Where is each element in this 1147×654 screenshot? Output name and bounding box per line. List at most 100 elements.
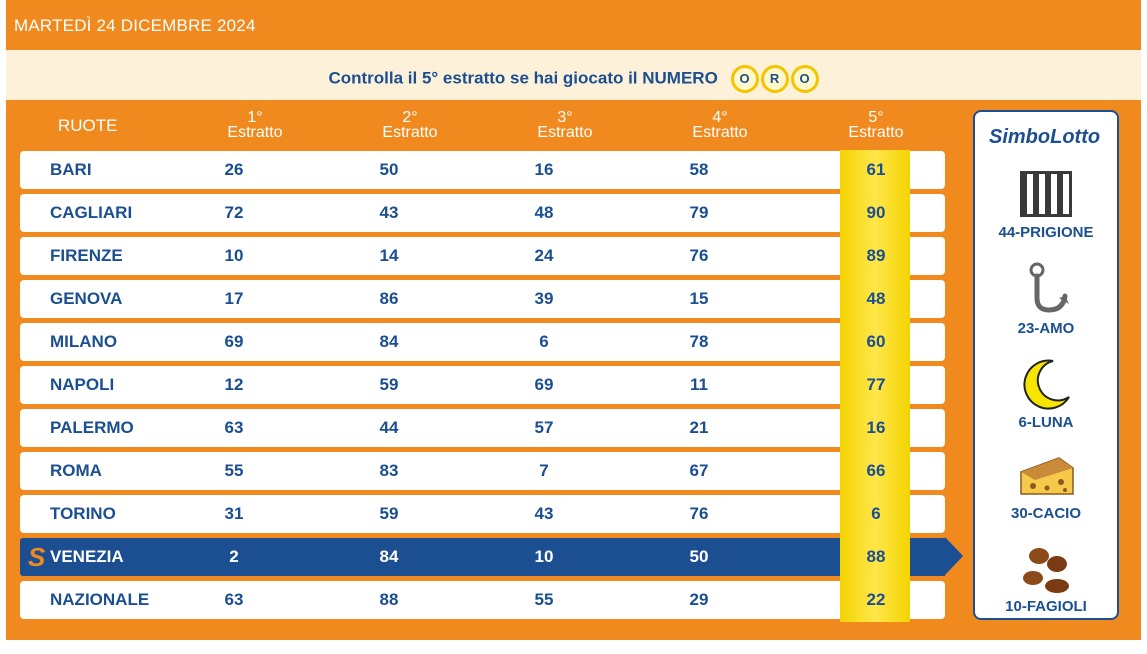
table-row: CAGLIARI 72 43 48 79 bbox=[20, 194, 945, 232]
estratto-2-value: 59 bbox=[379, 504, 399, 523]
numero-oro-text-wrap: Controlla il 5° estratto se hai giocato … bbox=[6, 65, 1141, 93]
estratto-1-value: 26 bbox=[224, 160, 244, 179]
ruota-name: NAZIONALE bbox=[50, 590, 150, 609]
header-estratto-5: 5° Estratto bbox=[841, 109, 911, 141]
table-row: NAZIONALE 63 88 55 29 bbox=[20, 581, 945, 619]
estratto-1-value: 69 bbox=[224, 332, 244, 351]
header-estratto-4: 4° Estratto bbox=[685, 109, 755, 141]
beans-icon bbox=[1023, 548, 1069, 593]
estratto-4-value: 29 bbox=[689, 590, 709, 609]
estratto-5-value: 22 bbox=[866, 590, 886, 609]
ruota-name: ROMA bbox=[50, 461, 102, 480]
estratto-2-value: 43 bbox=[379, 203, 399, 222]
header-num: 2° bbox=[402, 109, 418, 126]
estratto-4-value: 50 bbox=[689, 547, 709, 566]
estratto-2-value: 88 bbox=[379, 590, 399, 609]
table-row: FIRENZE 10 14 24 76 bbox=[20, 237, 945, 275]
draw-date: MARTEDÌ 24 DICEMBRE 2024 bbox=[14, 16, 256, 35]
header-num: 5° bbox=[868, 109, 884, 126]
ruota-name: BARI bbox=[50, 160, 92, 179]
ruota-name: GENOVA bbox=[50, 289, 123, 308]
date-bar: MARTEDÌ 24 DICEMBRE 2024 bbox=[6, 0, 1141, 50]
estratto-4-value: 67 bbox=[689, 461, 709, 480]
table-row: ROMA 55 83 7 67 bbox=[20, 452, 945, 490]
estratto-3-value: 57 bbox=[534, 418, 554, 437]
estratto-5-value: 88 bbox=[866, 547, 886, 566]
estratto-3-value: 6 bbox=[539, 332, 549, 351]
ruota-name: CAGLIARI bbox=[50, 203, 133, 222]
estratto-1-value: 17 bbox=[224, 289, 244, 308]
table-row: GENOVA 17 86 39 15 bbox=[20, 280, 945, 318]
header-label: Estratto bbox=[227, 124, 283, 141]
oro-logo: O R O bbox=[730, 65, 819, 93]
estratto-3-value: 69 bbox=[534, 375, 554, 394]
estratto-1-value: 2 bbox=[229, 547, 239, 566]
header-ruote: RUOTE bbox=[58, 116, 118, 135]
simbolotto-title: SimboLotto bbox=[989, 126, 1101, 148]
estratto-3-value: 48 bbox=[534, 203, 554, 222]
header-estratto-1: 1° Estratto bbox=[220, 109, 290, 141]
estratto-3-value: 7 bbox=[539, 461, 549, 480]
ruota-name: MILANO bbox=[50, 332, 118, 351]
estratto-4-value: 79 bbox=[689, 203, 709, 222]
estratto-1-value: 55 bbox=[224, 461, 244, 480]
header-num: 1° bbox=[247, 109, 263, 126]
table-row: TORINO 31 59 43 76 bbox=[20, 495, 945, 533]
prison-bars-icon bbox=[1020, 171, 1072, 217]
estratto-2-value: 50 bbox=[379, 160, 399, 179]
simbolotto-panel: SimboLotto 44-PRIGIONE 23-AMO 6-LUNA bbox=[973, 110, 1119, 620]
venezia-arrow bbox=[945, 537, 963, 575]
symbol-label: 44-PRIGIONE bbox=[998, 224, 1094, 241]
estratto-4-value: 21 bbox=[689, 418, 709, 437]
crescent-moon-icon bbox=[1023, 359, 1070, 410]
estratto-2-value: 84 bbox=[379, 332, 399, 351]
estratto-3-value: 39 bbox=[534, 289, 554, 308]
estratto-5-value: 89 bbox=[866, 246, 886, 265]
symbol-label: 30-CACIO bbox=[1010, 505, 1081, 522]
estratto-5-value: 16 bbox=[866, 418, 886, 437]
estratto-4-value: 58 bbox=[689, 160, 709, 179]
estratto-4-value: 76 bbox=[689, 246, 709, 265]
estratto-1-value: 10 bbox=[224, 246, 244, 265]
estratto-5-value: 66 bbox=[866, 461, 886, 480]
header-label: Estratto bbox=[382, 124, 438, 141]
header-label: Estratto bbox=[848, 124, 904, 141]
symbol-label: 10-FAGIOLI bbox=[1005, 598, 1087, 615]
table-row: NAPOLI 12 59 69 11 bbox=[20, 366, 945, 404]
header-num: 4° bbox=[712, 109, 728, 126]
symbol-label: 6-LUNA bbox=[1018, 414, 1074, 431]
ruota-name: PALERMO bbox=[50, 418, 134, 437]
estratto-3-value: 43 bbox=[534, 504, 554, 523]
estratto-3-value: 55 bbox=[534, 590, 554, 609]
quinto-estratto-highlight bbox=[840, 150, 910, 622]
table-row: PALERMO 63 44 57 21 bbox=[20, 409, 945, 447]
header-estratto-3: 3° Estratto bbox=[530, 110, 600, 141]
oro-letter: O bbox=[790, 65, 819, 93]
ruota-name: NAPOLI bbox=[50, 375, 115, 394]
estratto-4-value: 11 bbox=[690, 375, 708, 394]
ruota-name: TORINO bbox=[50, 504, 116, 523]
ruota-name: VENEZIA bbox=[50, 547, 124, 566]
oro-letter: R bbox=[760, 65, 789, 93]
estratto-3-value: 16 bbox=[534, 160, 554, 179]
estratto-1-value: 31 bbox=[224, 504, 244, 523]
estratto-5-value: 77 bbox=[866, 375, 886, 394]
estratto-4-value: 15 bbox=[689, 289, 709, 308]
estratto-5-value: 61 bbox=[866, 160, 886, 179]
estratto-2-value: 14 bbox=[379, 246, 399, 265]
table-row: BARI 26 50 16 58 bbox=[20, 151, 945, 189]
estratto-2-value: 59 bbox=[379, 375, 399, 394]
estratto-1-value: 72 bbox=[224, 203, 244, 222]
numero-oro-banner: Controlla il 5° estratto se hai giocato … bbox=[6, 50, 1141, 100]
estratto-2-value: 86 bbox=[379, 289, 399, 308]
estratto-5-value: 6 bbox=[871, 504, 881, 523]
estratto-2-value: 83 bbox=[379, 461, 399, 480]
fish-hook-icon bbox=[1029, 262, 1069, 313]
header-label: Estratto bbox=[537, 124, 593, 141]
estratto-2-value: 84 bbox=[379, 547, 399, 566]
estratto-3-value: 24 bbox=[534, 246, 554, 265]
estratto-4-value: 76 bbox=[689, 504, 709, 523]
estratto-4-value: 78 bbox=[689, 332, 709, 351]
cheese-icon bbox=[1020, 457, 1074, 495]
